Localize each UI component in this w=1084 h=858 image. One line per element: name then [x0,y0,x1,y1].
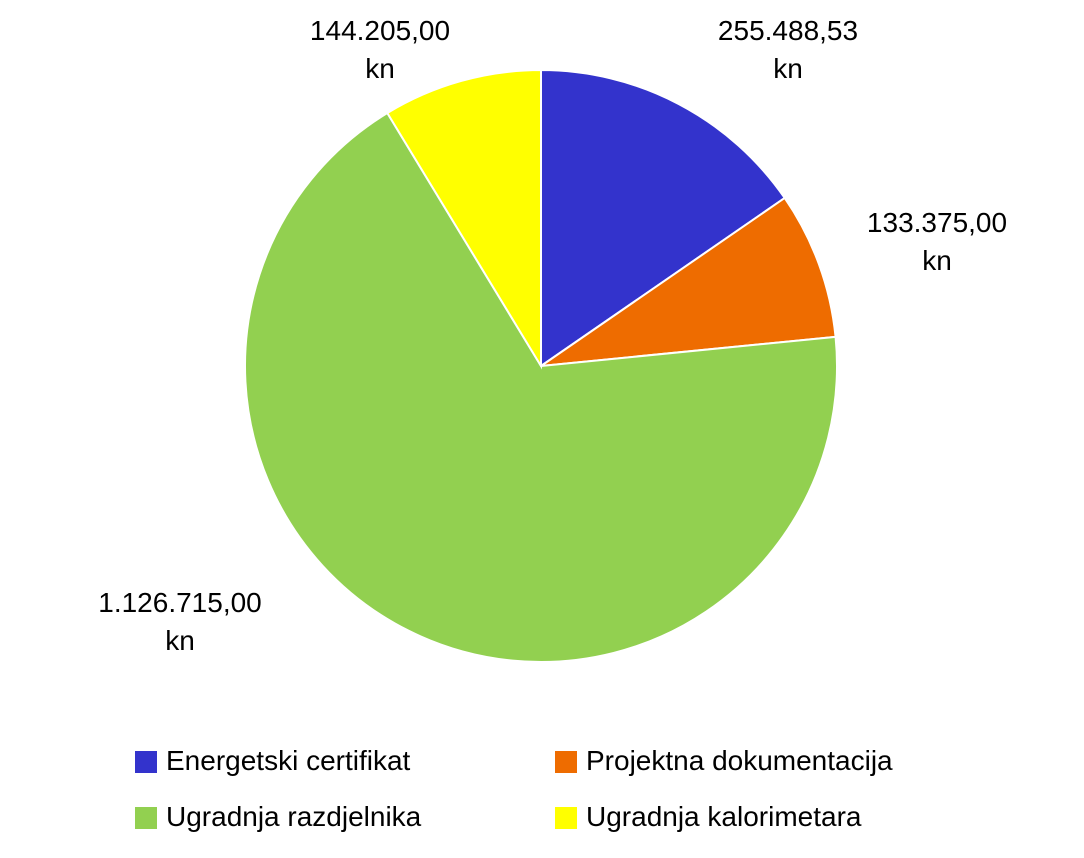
data-label: 255.488,53 kn [717,15,859,84]
pie-slice [244,111,838,663]
legend-label: Projektna dokumentacija [586,745,893,776]
data-label: 133.375,00 kn [866,207,1008,276]
legend-swatch [135,807,157,829]
pie-slice [540,68,787,368]
legend-label: Ugradnja razdjelnika [166,801,422,832]
pie-slice [385,68,542,370]
legend-label: Energetski certifikat [166,745,411,776]
legend-swatch [555,807,577,829]
data-label: 144.205,00 kn [309,15,451,84]
legend-swatch [135,751,157,773]
legend-label: Ugradnja kalorimetara [586,801,862,832]
legend-swatch [555,751,577,773]
pie-slice [540,196,837,367]
data-label: 1.126.715,00 kn [98,587,262,656]
